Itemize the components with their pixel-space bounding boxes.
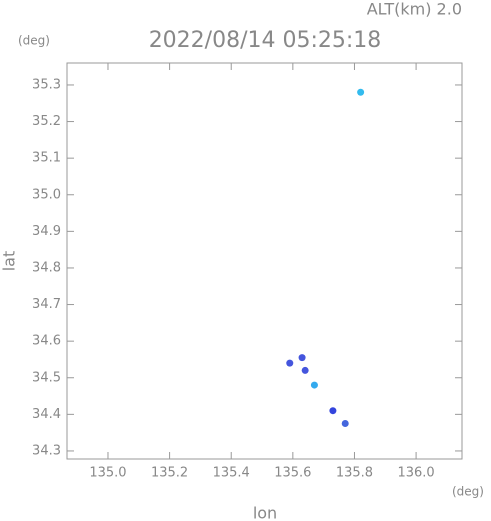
echo-point <box>341 419 349 427</box>
y-tick-label: 34.3 <box>32 443 61 458</box>
x-axis-label: lon <box>253 504 277 521</box>
annotation: ALT(km) 2.0 <box>367 0 462 19</box>
echo-point <box>301 366 309 374</box>
y-tick-label: 35.0 <box>32 187 61 202</box>
x-unit: (deg) <box>452 485 484 499</box>
echo-point <box>329 407 337 415</box>
x-tick-label: 136.0 <box>397 466 434 481</box>
y-tick-label: 35.2 <box>32 114 61 129</box>
y-tick-label: 34.9 <box>32 224 61 239</box>
y-tick-label: 35.1 <box>32 151 61 166</box>
y-tick-label: 34.8 <box>32 260 61 275</box>
x-tick-label: 135.6 <box>274 466 311 481</box>
echo-point <box>298 354 306 362</box>
x-tick-label: 135.0 <box>89 466 126 481</box>
echo-point <box>357 88 365 96</box>
y-tick-label: 34.5 <box>32 370 61 385</box>
y-tick-label: 34.4 <box>32 407 61 422</box>
chart-title: 2022/08/14 05:25:18 <box>149 28 382 53</box>
y-tick-label: 35.3 <box>32 77 61 92</box>
x-tick-label: 135.4 <box>213 466 250 481</box>
y-tick-label: 34.6 <box>32 334 61 349</box>
y-tick-label: 34.7 <box>32 297 61 312</box>
y-unit: (deg) <box>18 34 50 48</box>
y-axis-label: lat <box>0 251 19 272</box>
echo-point <box>310 381 318 389</box>
x-tick-label: 135.8 <box>336 466 373 481</box>
plot-frame <box>66 62 463 460</box>
x-tick-label: 135.2 <box>151 466 188 481</box>
echo-point <box>286 359 294 367</box>
